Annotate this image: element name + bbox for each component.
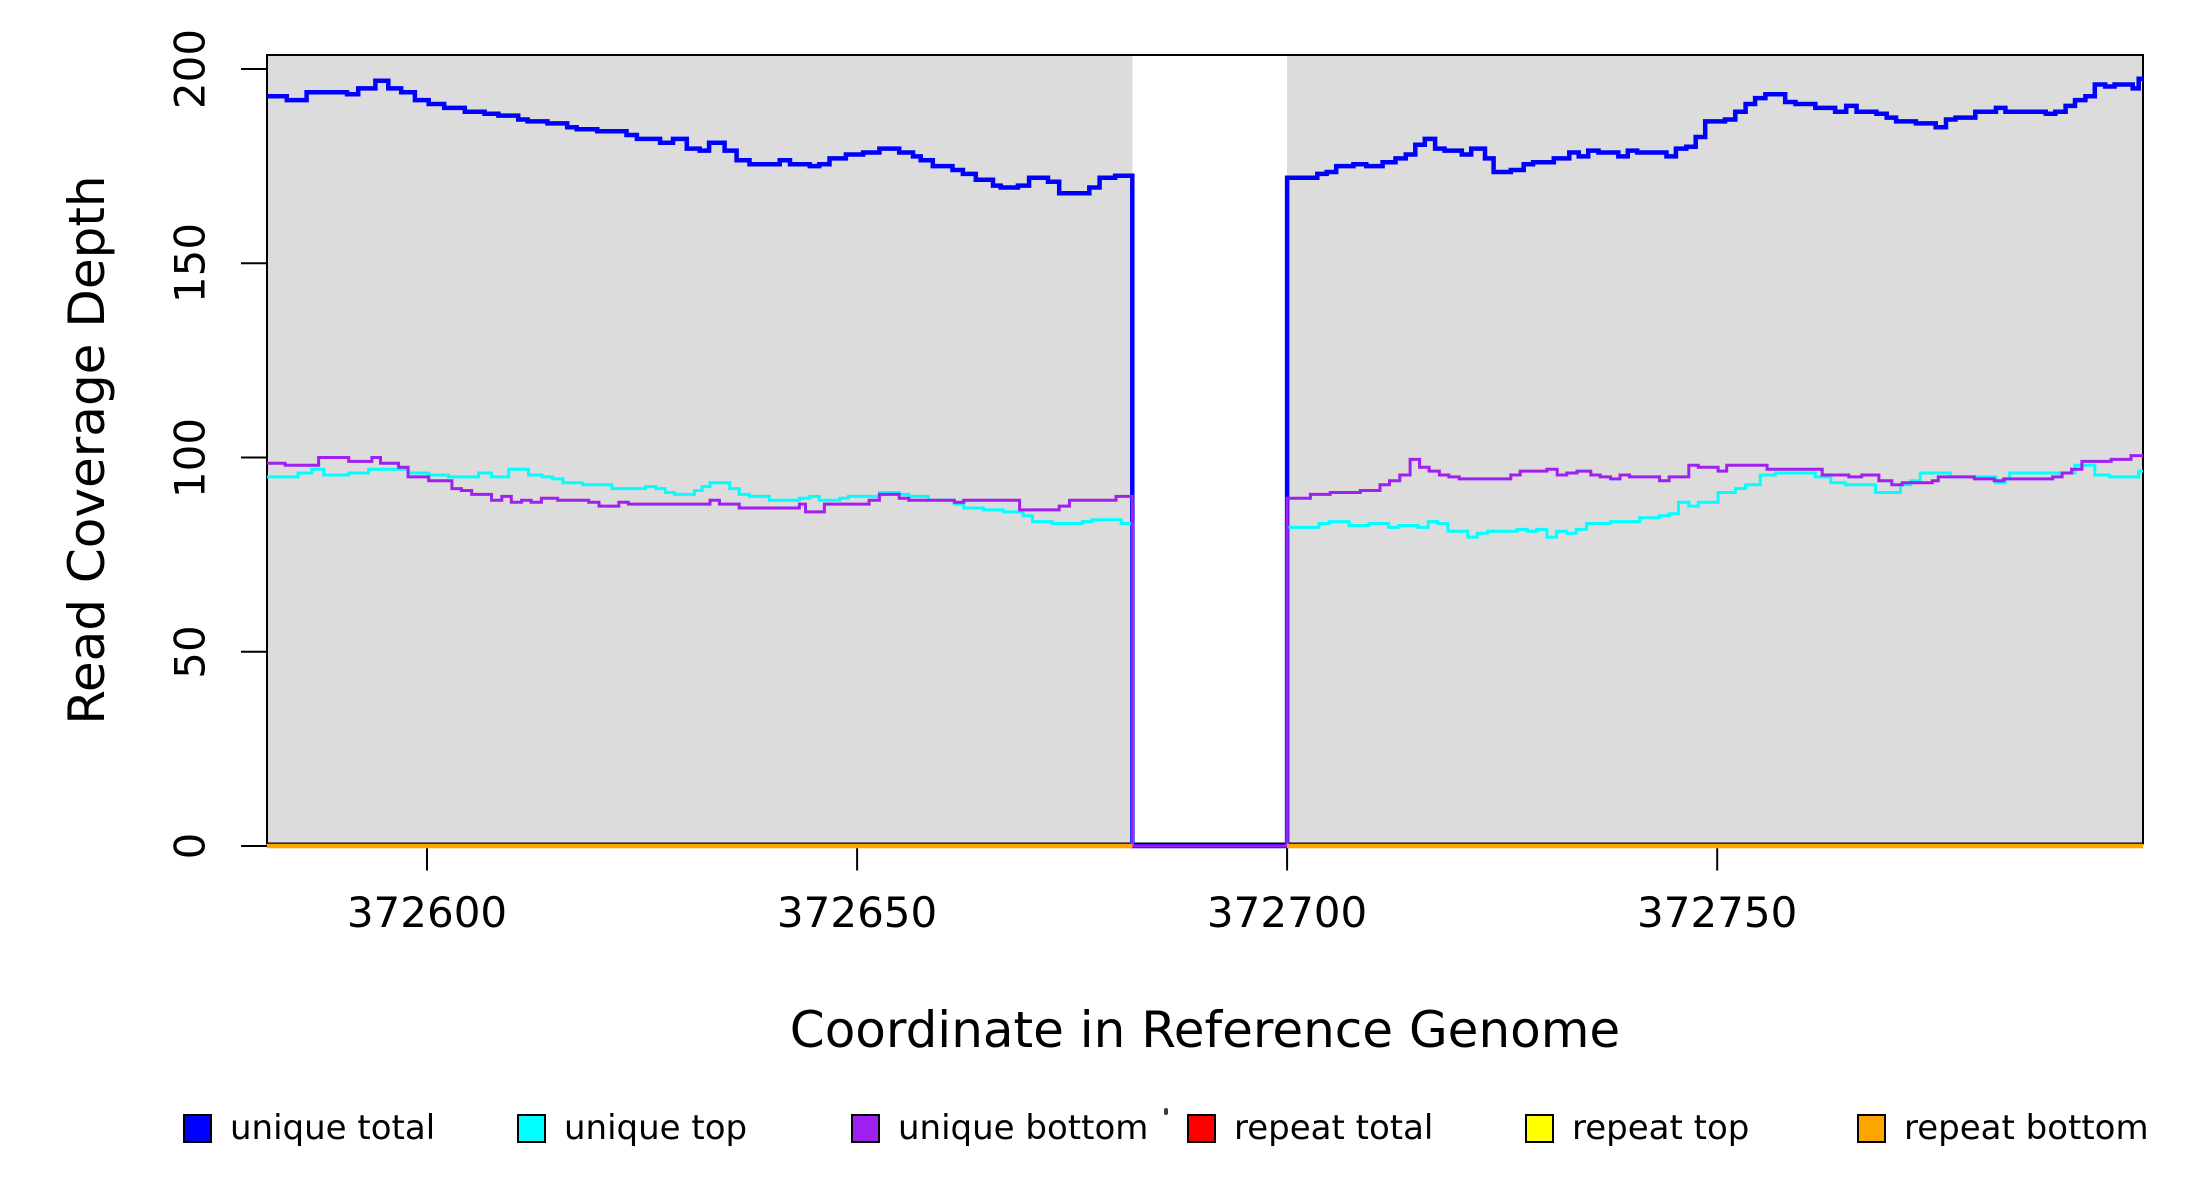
y-tick-label: 150 xyxy=(165,223,215,304)
y-tick-label: 100 xyxy=(165,417,215,498)
legend-swatch-icon xyxy=(1857,1113,1886,1143)
legend-swatch-icon xyxy=(1525,1113,1554,1143)
legend-item-repeat-top: repeat top xyxy=(1525,1101,1749,1155)
plot-border xyxy=(266,54,2144,845)
x-tick-label: 372600 xyxy=(346,887,508,937)
x-axis-label: Coordinate in Reference Genome xyxy=(789,1001,1621,1059)
legend-item-unique-top: unique top xyxy=(517,1101,747,1155)
legend-label: repeat top xyxy=(1572,1108,1750,1148)
legend-label: unique top xyxy=(564,1108,748,1148)
legend-label: repeat total xyxy=(1234,1108,1434,1148)
legend-item-unique-bottom: unique bottom xyxy=(851,1101,1148,1155)
series-unique-bottom xyxy=(267,454,2143,848)
legend-swatch-icon xyxy=(1187,1113,1216,1143)
legend-swatch-icon xyxy=(183,1113,212,1143)
legend-label: repeat bottom xyxy=(1904,1108,2149,1148)
legend-label: unique total xyxy=(230,1108,436,1148)
gap-region xyxy=(1132,55,1288,844)
series-unique-total xyxy=(267,76,2143,849)
legend-item-repeat-bottom: repeat bottom xyxy=(1857,1101,2149,1155)
legend-item-unique-total: unique total xyxy=(183,1101,435,1155)
y-tick-label: 0 xyxy=(165,832,215,860)
y-tick-label: 200 xyxy=(165,28,215,110)
x-tick-label: 372750 xyxy=(1637,887,1798,937)
stray-point-marker xyxy=(1164,1108,1168,1115)
legend-item-repeat-total: repeat total xyxy=(1187,1101,1433,1155)
legend-swatch-icon xyxy=(517,1113,546,1143)
y-axis-label: Read Coverage Depth xyxy=(58,175,116,725)
y-tick-label: 50 xyxy=(165,625,215,679)
x-tick-label: 372700 xyxy=(1206,887,1368,937)
legend-label: unique bottom xyxy=(898,1108,1149,1148)
x-tick-label: 372650 xyxy=(776,887,938,937)
legend-swatch-icon xyxy=(851,1113,880,1143)
